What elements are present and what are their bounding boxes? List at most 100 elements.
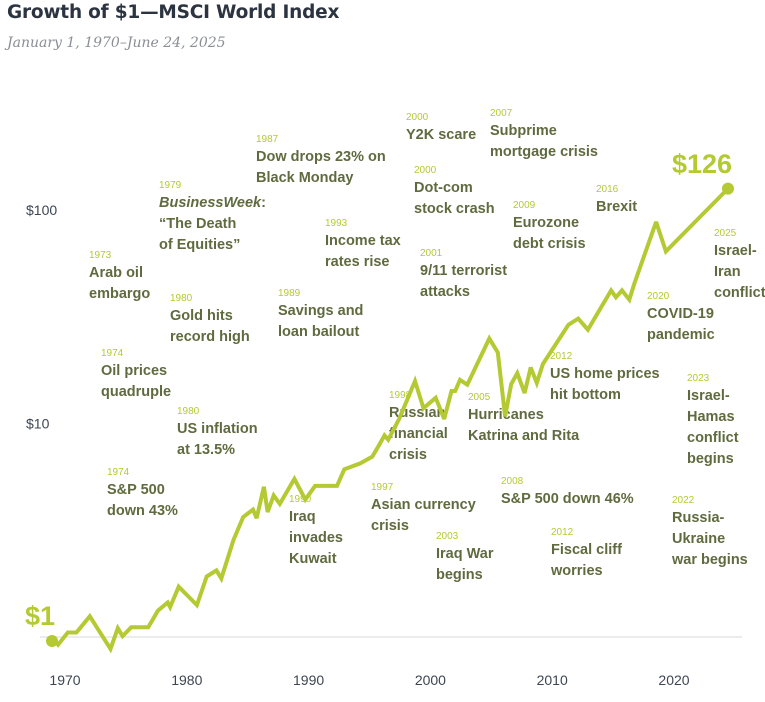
x-tick-label: 2000	[415, 672, 446, 688]
annotation: 2012 Fiscal cliff worries	[550, 527, 622, 579]
annotation-text: Savings and	[278, 303, 363, 319]
annotation: 2023 Israel- Hamas conflict begins	[687, 373, 739, 467]
annotation-text: financial	[389, 426, 448, 442]
annotation: 1997 Asian currency crisis	[371, 482, 476, 534]
chart-title: Growth of $1—MSCI World Index	[7, 2, 340, 23]
x-tick-label: 2010	[537, 672, 568, 688]
annotation-year: 2008	[501, 476, 524, 487]
annotation: 2009 Eurozone debt crisis	[513, 200, 586, 252]
annotation-text: Oil prices	[101, 363, 167, 379]
annotation-text: embargo	[89, 286, 150, 302]
annotation: 1987 Dow drops 23% on Black Monday	[256, 134, 386, 186]
annotation-text: begins	[436, 567, 483, 583]
annotation: 1974 Oil prices quadruple	[101, 348, 171, 400]
annotation-text: Israel-	[714, 243, 757, 259]
annotation-year: 1998	[389, 390, 412, 401]
start-value-label: $1	[25, 601, 55, 631]
annotation-text: record high	[170, 329, 250, 345]
annotation: 2012 US home prices hit bottom	[550, 351, 660, 403]
annotation-text: Eurozone	[513, 215, 579, 231]
annotation-text: worries	[550, 563, 603, 579]
annotation-year: 2016	[596, 184, 619, 195]
event-annotations: 1973 Arab oil embargo 1974 Oil prices quadrup…	[89, 108, 765, 583]
annotation-year: 1989	[278, 288, 301, 299]
annotation-text: “The Death	[159, 216, 236, 232]
annotation-year: 2001	[420, 248, 443, 259]
annotation-text: S&P 500 down 46%	[501, 491, 634, 507]
annotation-text: Fiscal cliff	[551, 542, 622, 558]
start-point-marker	[46, 635, 58, 647]
annotation-text: Katrina and Rita	[468, 428, 580, 444]
end-point-marker	[721, 182, 734, 195]
annotation-text: Kuwait	[289, 551, 337, 567]
annotation-year: 1997	[371, 482, 394, 493]
annotation-text: debt crisis	[513, 236, 586, 252]
annotation: 1973 Arab oil embargo	[89, 250, 150, 302]
annotation-text: war begins	[671, 552, 748, 568]
annotation-year: 1990	[289, 494, 312, 505]
annotation-text: quadruple	[101, 384, 171, 400]
annotation-year: 2007	[490, 108, 513, 119]
annotation-year: 1973	[89, 250, 112, 261]
annotation-text: US home prices	[550, 366, 660, 382]
x-tick-label: 1990	[293, 672, 324, 688]
annotation-text: mortgage crisis	[490, 144, 598, 160]
annotation-text: conflict	[714, 285, 765, 301]
annotation-year: 1979	[159, 180, 182, 191]
annotation-text: Hamas	[687, 409, 735, 425]
y-tick-label: $10	[26, 416, 50, 432]
annotation: 1990 Iraq invades Kuwait	[289, 494, 343, 567]
annotation-text: crisis	[371, 518, 409, 534]
annotation-year: 1980	[177, 406, 200, 417]
annotation: 2025 Israel- Iran conflict	[714, 228, 765, 301]
annotation-text: Gold hits	[170, 308, 233, 324]
annotation-text: attacks	[420, 284, 470, 300]
annotation-text: invades	[289, 530, 343, 546]
annotation-year: 2009	[513, 200, 536, 211]
annotation-text: pandemic	[647, 327, 715, 343]
annotation-text: Russia-	[672, 510, 725, 526]
annotation-year: 2003	[436, 531, 459, 542]
annotation: 2003 Iraq War begins	[436, 531, 494, 583]
x-tick-label: 2020	[658, 672, 689, 688]
annotation: 1980 US inflation at 13.5%	[177, 406, 258, 458]
annotation: 1980 Gold hits record high	[170, 293, 250, 345]
annotation-text: Ukraine	[672, 531, 725, 547]
annotation-text: of Equities”	[159, 237, 240, 253]
annotation-text: 9/11 terrorist	[420, 263, 507, 279]
y-axis-ticks: $10 $100	[26, 202, 57, 432]
annotation-text: COVID-19	[647, 306, 714, 322]
x-tick-label: 1980	[171, 672, 202, 688]
annotation-year: 2023	[687, 373, 710, 384]
annotation: 2016 Brexit	[596, 184, 637, 215]
annotation-text: at 13.5%	[177, 442, 235, 458]
annotation-year: 2022	[672, 495, 695, 506]
annotation: 2020 COVID-19 pandemic	[647, 291, 715, 343]
x-tick-label: 1970	[49, 672, 80, 688]
annotation-year: 2025	[714, 228, 737, 239]
annotation-text: stock crash	[414, 201, 495, 217]
annotation-text: Iraq	[289, 509, 316, 525]
annotation-text: Israel-	[687, 388, 730, 404]
annotation-text: Brexit	[596, 199, 637, 215]
annotation-year: 2005	[468, 392, 491, 403]
chart-subtitle: January 1, 1970–June 24, 2025	[7, 35, 226, 51]
annotation-year: 1980	[170, 293, 193, 304]
annotation-text: hit bottom	[550, 387, 621, 403]
annotation-text: Subprime	[490, 123, 557, 139]
annotation-year: 1974	[101, 348, 124, 359]
annotation-year: 1987	[256, 134, 279, 145]
annotation: 1979 BusinessWeek: “The Death of Equities”	[159, 180, 266, 253]
annotation: 2008 S&P 500 down 46%	[501, 476, 634, 507]
annotation-year: 2000	[406, 112, 429, 123]
end-value-label: $126	[672, 149, 732, 179]
annotation-text: down 43%	[107, 503, 178, 519]
annotation-text: BusinessWeek:	[159, 195, 266, 211]
annotation-text: US inflation	[177, 421, 258, 437]
annotation-year: 2020	[647, 291, 670, 302]
annotation-text: Dot-com	[414, 180, 473, 196]
annotation: 2022 Russia- Ukraine war begins	[671, 495, 748, 568]
annotation-text: Iran	[714, 264, 741, 280]
